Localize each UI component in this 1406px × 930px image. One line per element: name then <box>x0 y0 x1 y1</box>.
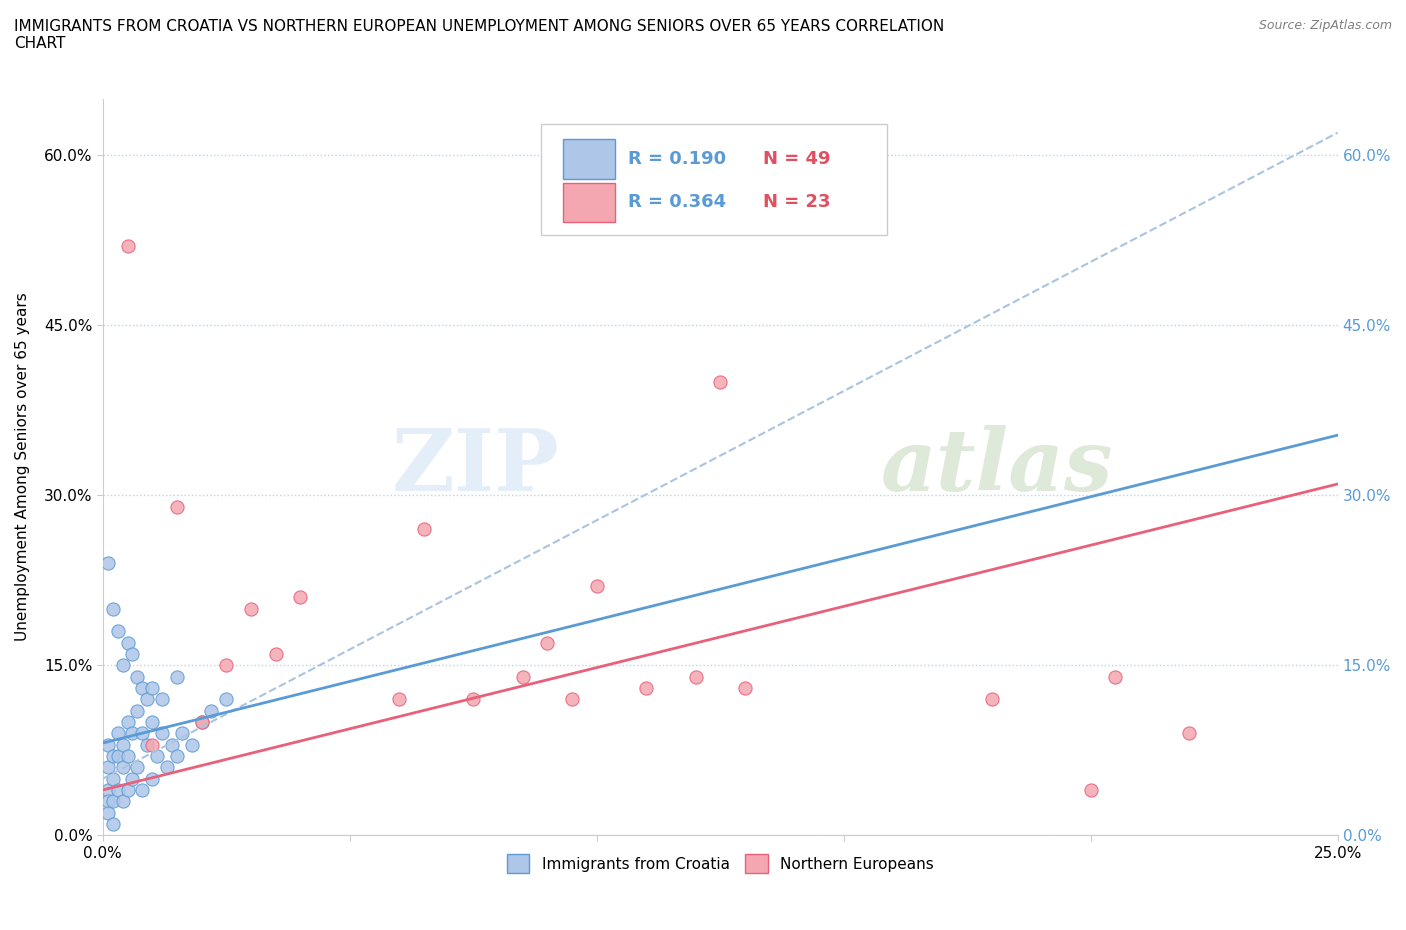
Point <box>160 737 183 752</box>
Point <box>111 794 134 809</box>
Point <box>97 760 120 775</box>
Point <box>127 670 149 684</box>
Point <box>127 703 149 718</box>
Point <box>141 714 163 729</box>
Text: ZIP: ZIP <box>392 425 560 509</box>
Point <box>136 692 159 707</box>
Point <box>412 522 434 537</box>
Point <box>146 749 169 764</box>
Point <box>97 782 120 797</box>
Point <box>111 737 134 752</box>
Point <box>121 771 143 786</box>
Point <box>141 771 163 786</box>
Point <box>685 670 707 684</box>
Point <box>190 714 212 729</box>
Point <box>131 726 153 741</box>
Point <box>980 692 1002 707</box>
Point <box>536 635 558 650</box>
Point <box>709 375 731 390</box>
Point <box>111 760 134 775</box>
Text: N = 23: N = 23 <box>763 193 831 211</box>
Point <box>107 749 129 764</box>
Point <box>561 692 583 707</box>
Point <box>141 681 163 696</box>
Point <box>734 681 756 696</box>
Point <box>117 714 139 729</box>
Point <box>141 737 163 752</box>
Point <box>264 646 287 661</box>
Point <box>121 726 143 741</box>
Point <box>97 737 120 752</box>
Point <box>131 681 153 696</box>
Point <box>117 782 139 797</box>
Point <box>136 737 159 752</box>
Point <box>150 692 173 707</box>
Point <box>1104 670 1126 684</box>
Text: IMMIGRANTS FROM CROATIA VS NORTHERN EUROPEAN UNEMPLOYMENT AMONG SENIORS OVER 65 : IMMIGRANTS FROM CROATIA VS NORTHERN EURO… <box>14 19 945 51</box>
Point <box>1080 782 1102 797</box>
Text: N = 49: N = 49 <box>763 150 831 168</box>
Point <box>101 817 124 831</box>
Point <box>117 635 139 650</box>
Point <box>117 239 139 254</box>
Point <box>170 726 193 741</box>
Legend: Immigrants from Croatia, Northern Europeans: Immigrants from Croatia, Northern Europe… <box>501 848 941 879</box>
Point <box>200 703 222 718</box>
Point <box>166 670 188 684</box>
Point <box>107 624 129 639</box>
Point <box>121 646 143 661</box>
Point <box>636 681 658 696</box>
Point <box>585 578 607 593</box>
Point <box>97 805 120 820</box>
Point <box>150 726 173 741</box>
FancyBboxPatch shape <box>541 125 887 235</box>
Text: atlas: atlas <box>880 425 1114 509</box>
Point <box>180 737 202 752</box>
Point <box>127 760 149 775</box>
Point <box>388 692 411 707</box>
Point <box>101 771 124 786</box>
Point <box>463 692 485 707</box>
Point <box>101 601 124 616</box>
FancyBboxPatch shape <box>564 182 616 222</box>
Point <box>190 714 212 729</box>
Point <box>117 749 139 764</box>
Point <box>97 794 120 809</box>
Text: Source: ZipAtlas.com: Source: ZipAtlas.com <box>1258 19 1392 32</box>
Point <box>101 794 124 809</box>
Point <box>215 692 238 707</box>
Point <box>156 760 179 775</box>
Point <box>101 749 124 764</box>
Point <box>166 499 188 514</box>
FancyBboxPatch shape <box>564 140 616 179</box>
Text: R = 0.190: R = 0.190 <box>627 150 725 168</box>
Point <box>1178 726 1201 741</box>
Point <box>111 658 134 672</box>
Point <box>512 670 534 684</box>
Point <box>290 590 312 604</box>
Point <box>131 782 153 797</box>
Point <box>107 726 129 741</box>
Point <box>166 749 188 764</box>
Y-axis label: Unemployment Among Seniors over 65 years: Unemployment Among Seniors over 65 years <box>15 293 30 642</box>
Point <box>240 601 263 616</box>
Point <box>215 658 238 672</box>
Point <box>97 556 120 571</box>
Point <box>107 782 129 797</box>
Text: R = 0.364: R = 0.364 <box>627 193 725 211</box>
